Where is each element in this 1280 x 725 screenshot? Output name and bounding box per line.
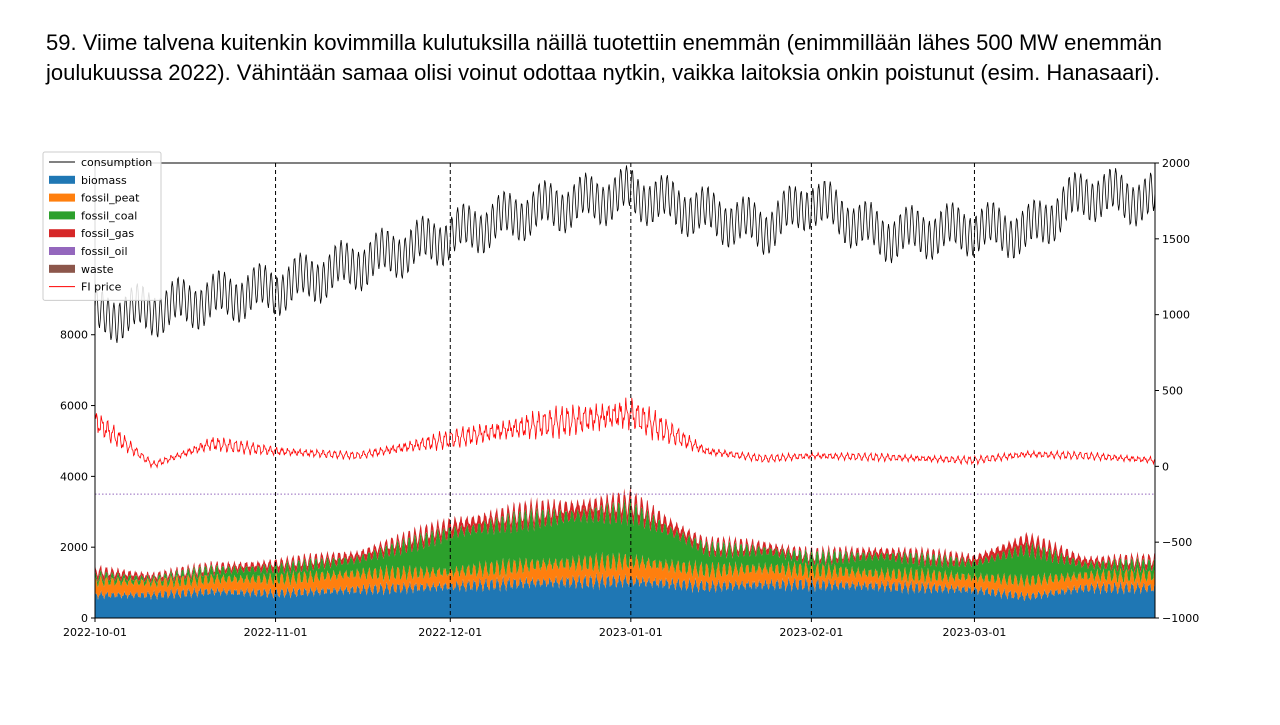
legend-label-0: consumption [81, 156, 152, 169]
area-fossil-gas [95, 486, 1155, 584]
x-tick-label-0: 2022-10-01 [63, 626, 127, 639]
slide-title: 59. Viime talvena kuitenkin kovimmilla k… [46, 30, 1162, 85]
legend-label-2: fossil_peat [81, 192, 140, 205]
y-right-tick-label-6: 2000 [1162, 157, 1190, 170]
legend-swatch-4 [49, 229, 75, 238]
y-right-tick-label-0: −1000 [1162, 612, 1199, 625]
legend-swatch-3 [49, 211, 75, 220]
area-biomass [95, 572, 1155, 618]
legend-label-3: fossil_coal [81, 209, 137, 222]
y-left-tick-label-2: 4000 [60, 470, 88, 483]
x-tick-label-3: 2023-01-01 [599, 626, 663, 639]
legend-label-6: waste [81, 263, 114, 276]
legend-label-1: biomass [81, 174, 127, 187]
line-consumption [94, 165, 1156, 343]
y-right-tick-label-5: 1500 [1162, 233, 1190, 246]
legend-swatch-1 [49, 175, 75, 184]
x-tick-label-5: 2023-03-01 [942, 626, 1006, 639]
legend-label-4: fossil_gas [81, 227, 134, 240]
y-left-tick-label-1: 2000 [60, 541, 88, 554]
x-tick-label-1: 2022-11-01 [244, 626, 308, 639]
x-tick-label-2: 2022-12-01 [418, 626, 482, 639]
y-right-tick-label-3: 500 [1162, 385, 1183, 398]
legend-box [42, 151, 162, 301]
area-fossil-peat [95, 551, 1155, 601]
y-left-tick-label-4: 8000 [60, 329, 88, 342]
y-left-tick-label-3: 6000 [60, 400, 88, 413]
x-tick-label-4: 2023-02-01 [779, 626, 843, 639]
y-right-tick-label-2: 0 [1162, 460, 1169, 473]
legend-swatch-2 [49, 193, 75, 202]
line-fi-price [94, 397, 1156, 469]
y-right-tick-label-1: −500 [1162, 536, 1192, 549]
y-left-tick-label-0: 0 [81, 612, 88, 625]
legend-swatch-5 [49, 247, 75, 255]
area-fossil-coal [95, 497, 1155, 588]
legend-swatch-6 [49, 264, 75, 273]
legend-label-5: fossil_oil [81, 245, 128, 258]
legend-label-7: FI price [81, 281, 122, 294]
y-right-tick-label-4: 1000 [1162, 309, 1190, 322]
